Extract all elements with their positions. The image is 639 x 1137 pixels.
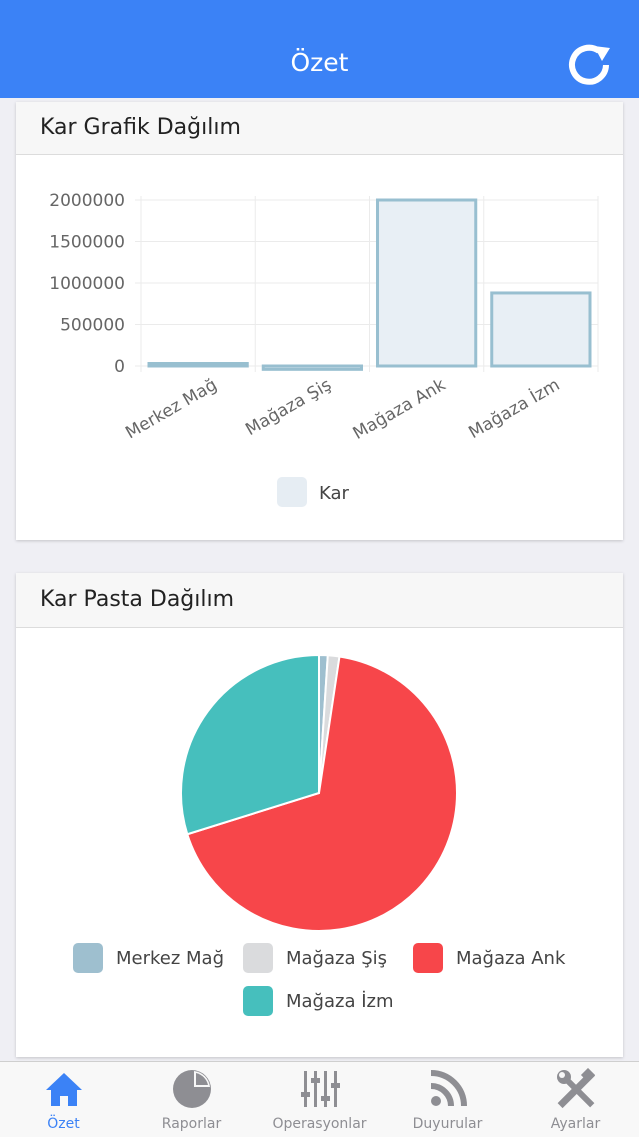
bar: [490, 291, 592, 368]
y-tick-label: 2000000: [49, 191, 125, 211]
app-header: Özet: [0, 0, 639, 98]
x-tick-label: Merkez Mağ: [122, 375, 220, 443]
bar: [376, 198, 478, 368]
tab-label: Ayarlar: [550, 1116, 601, 1132]
home-icon: [46, 1073, 82, 1106]
legend-label: Mağaza Şiş: [286, 948, 387, 969]
bar: [147, 362, 249, 368]
pie-chart-card: Kar Pasta Dağılım Merkez Mağ Mağaza Şiş Ma…: [16, 573, 623, 1057]
pie-chart-card-header: Kar Pasta Dağılım: [16, 573, 623, 628]
legend-swatch: [413, 943, 443, 973]
x-tick-label: Mağaza Ank: [350, 375, 450, 444]
tools-icon: [557, 1068, 596, 1109]
x-tick-label: Mağaza Şiş: [242, 375, 335, 440]
legend-label: Mağaza İzm: [286, 991, 394, 1012]
tab-label: Raporlar: [161, 1116, 222, 1132]
legend-swatch: [243, 986, 273, 1016]
y-tick-label: 1000000: [49, 274, 125, 294]
pie-chart-icon: [173, 1070, 211, 1108]
tab-bar: Özet Raporlar Operasyonlar Duyurular: [0, 1061, 639, 1137]
legend-label: Merkez Mağ: [116, 948, 224, 969]
bar-chart-card-header: Kar Grafik Dağılım: [16, 102, 623, 155]
tab-label: Özet: [47, 1116, 80, 1132]
rss-icon: [430, 1070, 467, 1107]
legend-swatch: [73, 943, 103, 973]
sliders-icon: [301, 1071, 340, 1107]
tab-label: Operasyonlar: [272, 1116, 367, 1132]
pie-chart-title: Kar Pasta Dağılım: [40, 587, 235, 612]
tab-duyurular[interactable]: Duyurular: [384, 1062, 511, 1137]
bar-chart-card: Kar Grafik Dağılım 0 500000 1000000 1500000…: [16, 102, 623, 540]
legend-label: Kar: [319, 483, 350, 504]
tab-raporlar[interactable]: Raporlar: [128, 1062, 255, 1137]
y-tick-label: 1500000: [49, 233, 125, 253]
refresh-icon[interactable]: [568, 44, 614, 86]
pie-slice: [180, 653, 320, 836]
pie-chart: Merkez Mağ Mağaza Şiş Mağaza Ank Mağaza İzm: [73, 653, 566, 1016]
tab-ayarlar[interactable]: Ayarlar: [512, 1062, 639, 1137]
tab-operasyonlar[interactable]: Operasyonlar: [256, 1062, 383, 1137]
bar-chart-title: Kar Grafik Dağılım: [40, 115, 241, 140]
page-title: Özet: [290, 48, 349, 77]
bar-chart: 0 500000 1000000 1500000 2000000 Merkez Mağ Ma…: [49, 191, 599, 507]
tab-ozet[interactable]: Özet: [0, 1062, 127, 1137]
legend-swatch: [277, 477, 307, 507]
y-tick-label: 500000: [60, 316, 125, 336]
x-tick-label: Mağaza İzm: [465, 374, 563, 443]
bar: [261, 364, 363, 371]
legend-label: Mağaza Ank: [456, 948, 566, 969]
legend-swatch: [243, 943, 273, 973]
pie-slice: [186, 655, 458, 932]
y-tick-label: 0: [114, 357, 125, 377]
tab-label: Duyurular: [412, 1116, 483, 1132]
